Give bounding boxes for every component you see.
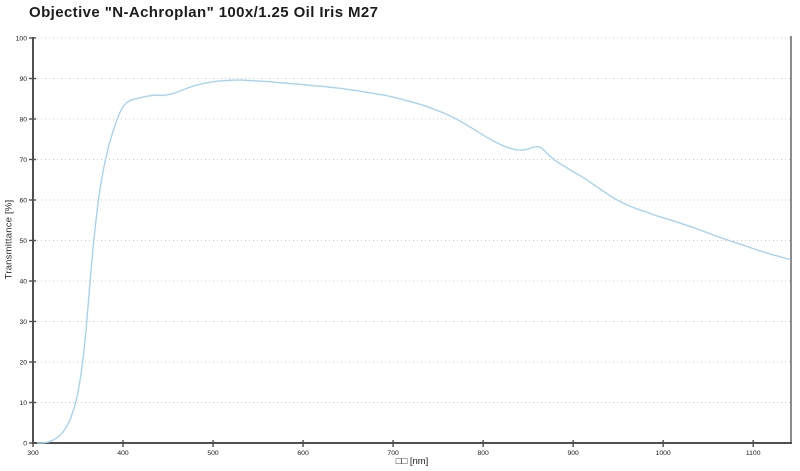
- y-tick-label-10: 10: [19, 400, 27, 407]
- y-tick-label-40: 40: [19, 278, 27, 285]
- y-tick-label-50: 50: [19, 238, 27, 245]
- x-tick-label-400: 400: [117, 450, 129, 457]
- x-tick-label-800: 800: [477, 450, 489, 457]
- y-tick-label-90: 90: [19, 76, 27, 83]
- y-tick-label-100: 100: [16, 35, 28, 42]
- transmittance-curve: [36, 79, 791, 444]
- chart-title: Objective "N-Achroplan" 100x/1.25 Oil Ir…: [29, 4, 379, 21]
- x-tick-label-1100: 1100: [746, 450, 761, 457]
- x-tick-label-1000: 1000: [656, 450, 671, 457]
- y-tick-label-0: 0: [23, 440, 27, 447]
- x-tick-label-300: 300: [27, 450, 39, 457]
- x-tick-label-900: 900: [567, 450, 579, 457]
- y-tick-label-30: 30: [19, 319, 27, 326]
- x-axis-label: □□ [nm]: [395, 456, 429, 467]
- x-tick-label-500: 500: [207, 450, 219, 457]
- y-tick-label-70: 70: [19, 157, 27, 164]
- x-tick-label-700: 700: [387, 450, 399, 457]
- y-tick-label-60: 60: [19, 197, 27, 204]
- y-tick-label-80: 80: [19, 116, 27, 123]
- y-tick-label-20: 20: [19, 359, 27, 366]
- x-tick-label-600: 600: [297, 450, 309, 457]
